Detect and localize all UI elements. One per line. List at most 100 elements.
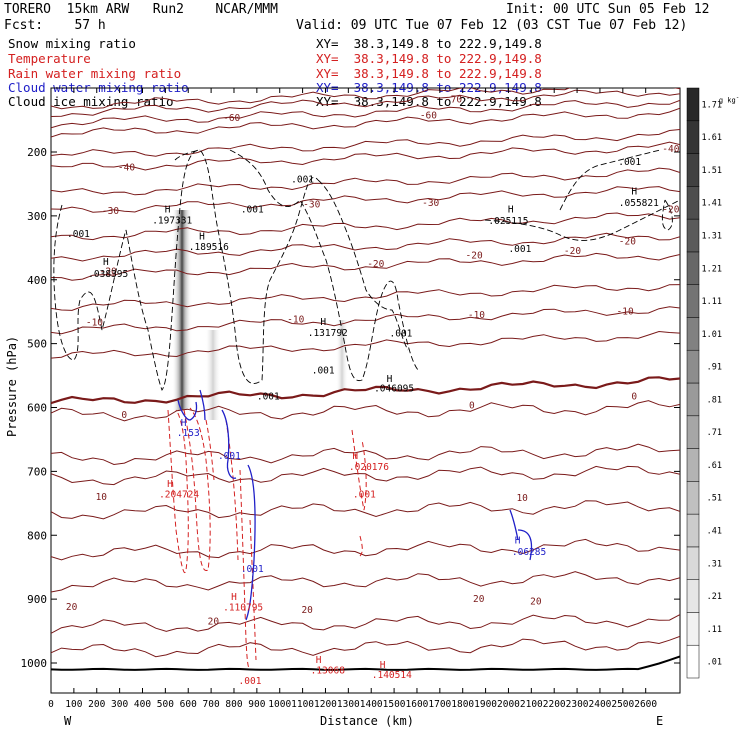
west-label: W bbox=[64, 714, 72, 728]
ground-surface-line bbox=[51, 655, 680, 671]
temp-contour-label: -10 bbox=[617, 307, 634, 318]
max-value-label: .038395 bbox=[88, 269, 128, 280]
x-tick-label-1000: 1000 bbox=[268, 699, 291, 710]
x-tick-label-700: 700 bbox=[203, 699, 220, 710]
high-marker: H bbox=[231, 592, 237, 603]
y-tick-label-400: 400 bbox=[27, 274, 47, 287]
legend-xy-rain: XY= 38.3,149.8 to 222.9,149.8 bbox=[316, 66, 542, 81]
colorbar-segment-.11 bbox=[686, 612, 700, 646]
max-value-label: .001 bbox=[508, 244, 531, 255]
high-marker: H bbox=[165, 204, 171, 215]
legend-xy-snow: XY= 38.3,149.8 to 222.9,149.8 bbox=[316, 36, 542, 51]
high-marker: H bbox=[515, 535, 521, 546]
y-tick-label-1000: 1000 bbox=[21, 657, 48, 670]
temp-contour-label: -20 bbox=[619, 236, 636, 247]
rain-contour-center-2 bbox=[239, 469, 251, 669]
y-tick-label-500: 500 bbox=[27, 338, 47, 351]
colorbar-label-.31: .31 bbox=[707, 559, 722, 569]
temp-contour-label: 20 bbox=[66, 602, 78, 613]
colorbar-label-.91: .91 bbox=[707, 363, 722, 373]
max-value-label: .197331 bbox=[152, 215, 192, 226]
temperature-contour-20 bbox=[51, 614, 680, 634]
temperature-contour-10 bbox=[51, 465, 680, 486]
temperature-contour--40 bbox=[51, 141, 680, 171]
high-marker: H bbox=[167, 479, 173, 490]
colorbar-segment-1.51 bbox=[686, 153, 700, 187]
legend: Snow mixing ratio XY= 38.3,149.8 to 222.… bbox=[0, 34, 740, 114]
x-tick-label-1800: 1800 bbox=[451, 699, 474, 710]
east-label: E bbox=[656, 714, 664, 728]
temperature-contour-20 bbox=[51, 635, 680, 658]
cloud-ice-contour-west bbox=[53, 149, 319, 391]
temperature-contour--60 bbox=[51, 88, 680, 110]
cloud-water-contour-2 bbox=[199, 389, 206, 421]
rain-contour-west-1 bbox=[167, 409, 189, 573]
rain-water-contours bbox=[167, 407, 367, 669]
x-tick-label-200: 200 bbox=[88, 699, 105, 710]
colorbar-label-.11: .11 bbox=[707, 625, 722, 635]
colorbar-segment-1.01 bbox=[686, 317, 700, 351]
x-tick-label-1100: 1100 bbox=[291, 699, 314, 710]
max-value-label: .204724 bbox=[159, 489, 199, 500]
colorbar-segment-.31 bbox=[686, 546, 700, 580]
temperature-contour--40 bbox=[51, 129, 680, 157]
temp-contour-label: 10 bbox=[96, 492, 108, 503]
x-tick-label-300: 300 bbox=[111, 699, 128, 710]
temp-contour-label: 20 bbox=[208, 616, 220, 627]
colorbar-unit-base: g kg bbox=[718, 96, 736, 105]
colorbar-label-1.41: 1.41 bbox=[702, 199, 722, 209]
temp-contour-label: 20 bbox=[530, 597, 542, 608]
cloud-water-contour-3 bbox=[221, 409, 237, 479]
temp-contour-label: 10 bbox=[516, 493, 528, 504]
high-marker: H bbox=[387, 374, 393, 385]
colorbar-label-1.11: 1.11 bbox=[702, 297, 722, 307]
legend-name-snow: Snow mixing ratio bbox=[8, 36, 136, 51]
rain-contour-east-2 bbox=[359, 535, 363, 557]
header-model: TORERO 15km ARW Run2 NCAR/MMM bbox=[4, 2, 278, 17]
temp-contour-label: -70 bbox=[445, 95, 462, 106]
max-value-label: .06285 bbox=[512, 547, 546, 558]
colorbar-segment-.61 bbox=[686, 448, 700, 482]
max-value-label: .110795 bbox=[223, 602, 263, 613]
temp-contour-label: -10 bbox=[468, 310, 485, 321]
y-tick-label-900: 900 bbox=[27, 593, 47, 606]
x-tick-label-500: 500 bbox=[157, 699, 174, 710]
y-tick-label-800: 800 bbox=[27, 529, 47, 542]
max-value-label: .189516 bbox=[189, 242, 229, 253]
temp-contour-label: -20 bbox=[466, 250, 483, 261]
colorbar-label-1.31: 1.31 bbox=[702, 232, 722, 242]
cloud-ice-contour-upper-west bbox=[174, 149, 201, 161]
x-tick-label-900: 900 bbox=[248, 699, 265, 710]
max-value-label: .001 bbox=[390, 328, 413, 339]
temp-contour-label: -40 bbox=[118, 162, 135, 173]
temp-contour-label: 0 bbox=[469, 401, 475, 412]
colorbar-label-.71: .71 bbox=[707, 428, 722, 438]
temp-contour-label: 20 bbox=[301, 605, 313, 616]
cloud-water-contours bbox=[177, 389, 533, 621]
high-marker: H bbox=[103, 257, 109, 268]
colorbar-segment-1.71 bbox=[686, 87, 700, 122]
temp-contour-label: -30 bbox=[422, 198, 439, 209]
high-marker: H bbox=[199, 231, 205, 242]
colorbar-label-.81: .81 bbox=[707, 395, 722, 405]
colorbar-label-1.01: 1.01 bbox=[702, 330, 722, 340]
colorbar-label-.61: .61 bbox=[707, 461, 722, 471]
temperature-contour--20 bbox=[51, 212, 680, 241]
colorbar-segment-.71 bbox=[686, 415, 700, 449]
max-value-label: .001 bbox=[239, 676, 262, 687]
temperature-contour--10 bbox=[51, 330, 680, 359]
snow-shading-plume bbox=[172, 210, 192, 410]
high-marker: H bbox=[181, 418, 187, 429]
high-marker: H bbox=[316, 655, 322, 666]
colorbar-label-1.71: 1.71 bbox=[702, 100, 722, 110]
x-tick-label-1200: 1200 bbox=[314, 699, 337, 710]
colorbar-segment-1.41 bbox=[686, 186, 700, 220]
y-tick-label-300: 300 bbox=[27, 210, 47, 223]
x-tick-label-1600: 1600 bbox=[406, 699, 429, 710]
high-marker: H bbox=[631, 187, 637, 198]
x-tick-label-400: 400 bbox=[134, 699, 151, 710]
cloud-ice-contour-far-east bbox=[484, 199, 680, 241]
plot-area-border bbox=[50, 87, 681, 694]
temperature-contour-10 bbox=[51, 500, 680, 520]
